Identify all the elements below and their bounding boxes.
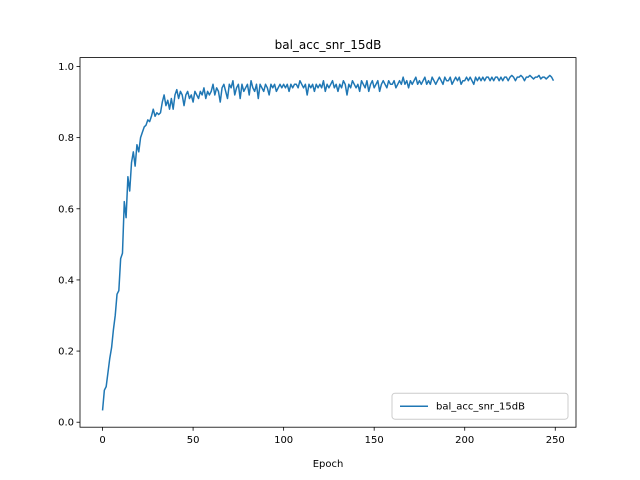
- y-tick-label: 0.2: [58, 347, 74, 358]
- x-axis-label: Epoch: [313, 459, 344, 470]
- x-tick-label: 150: [365, 435, 384, 446]
- legend-label: bal_acc_snr_15dB: [436, 402, 525, 413]
- y-tick-label: 0.0: [58, 418, 74, 429]
- y-tick-label: 0.4: [58, 275, 74, 286]
- legend-box: [391, 392, 569, 420]
- x-tick-label: 250: [546, 435, 565, 446]
- x-tick-label: 50: [187, 435, 200, 446]
- axes-frame: [79, 57, 577, 428]
- data-line: [101, 74, 555, 411]
- x-tick-label: 200: [455, 435, 474, 446]
- x-tick-label: 0: [99, 435, 105, 446]
- y-tick-label: 0.8: [58, 133, 74, 144]
- y-tick-label: 1.0: [58, 62, 74, 73]
- chart-title: bal_acc_snr_15dB: [275, 38, 382, 52]
- x-tick-label: 100: [274, 435, 293, 446]
- y-tick-label: 0.6: [58, 204, 74, 215]
